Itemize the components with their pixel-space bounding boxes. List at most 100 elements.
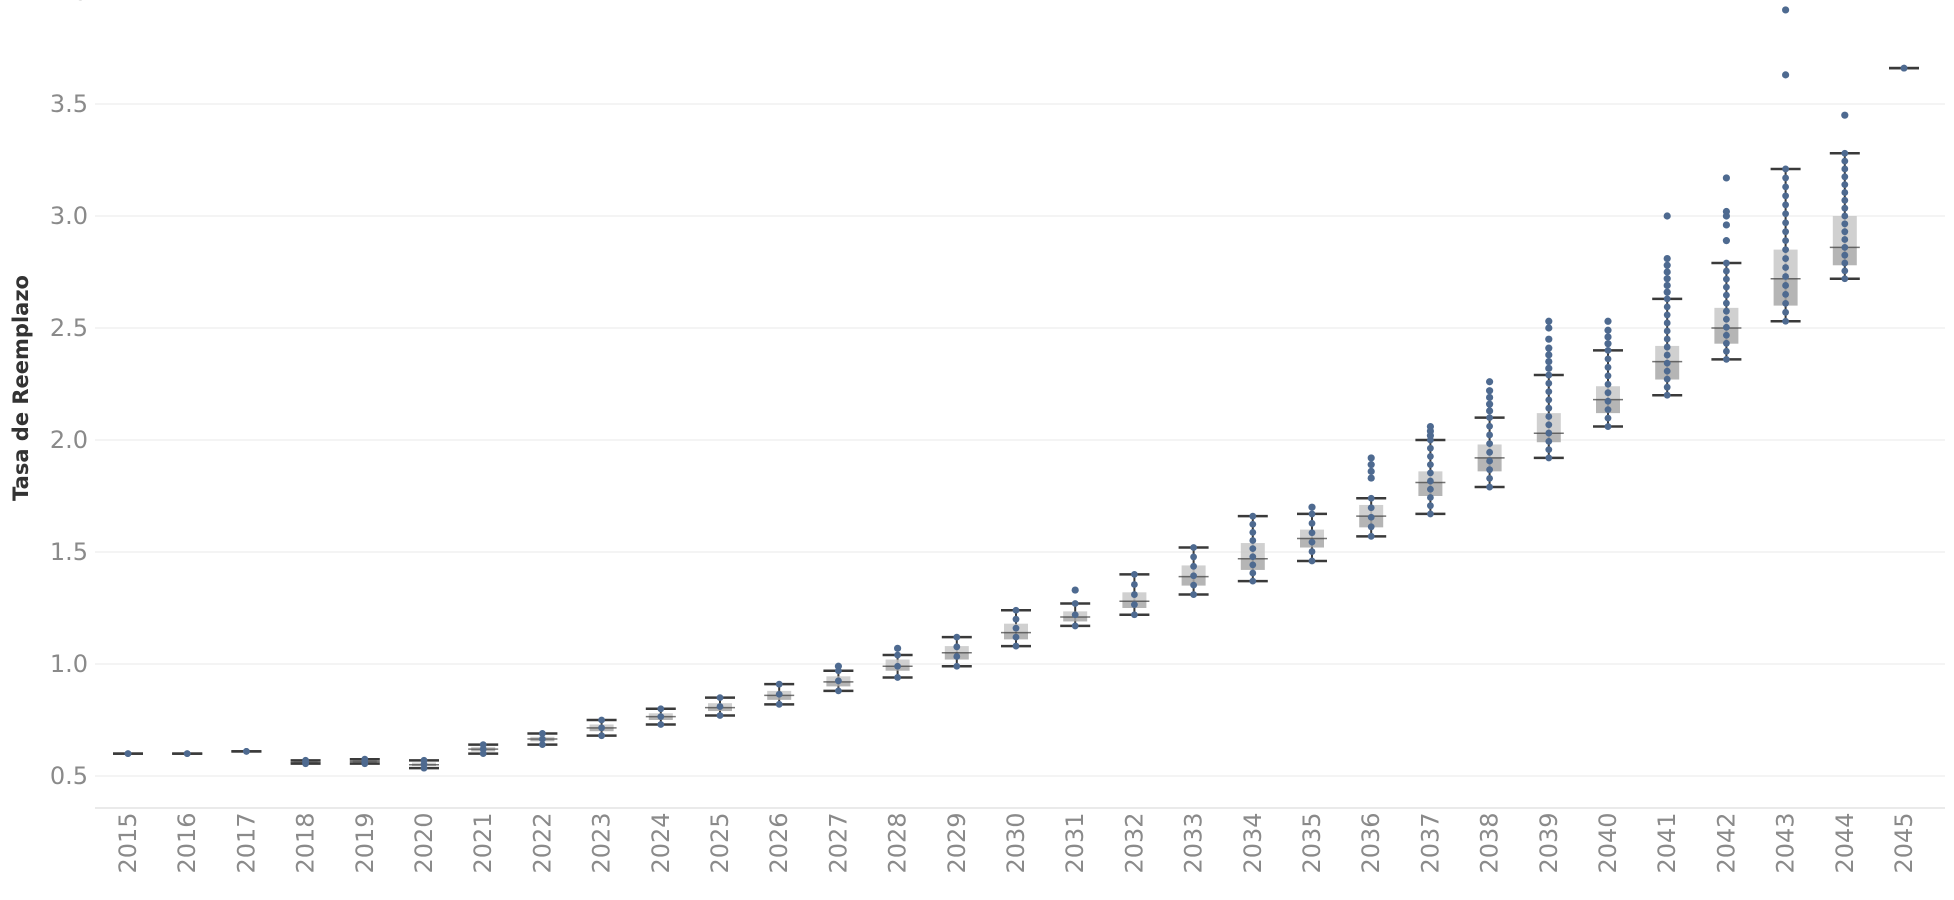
data-point <box>1190 562 1197 570</box>
outlier-point <box>1722 237 1730 245</box>
data-point <box>1841 173 1849 181</box>
data-point <box>1604 372 1612 380</box>
data-point <box>124 750 132 757</box>
data-point <box>1782 308 1789 316</box>
x-tick-label: 2016 <box>173 812 201 873</box>
x-tick-label: 2044 <box>1831 812 1859 873</box>
outlier-point <box>1367 474 1375 482</box>
outlier-point <box>1545 324 1553 332</box>
data-point <box>1308 519 1316 527</box>
outlier-point <box>1722 174 1730 182</box>
data-point <box>183 750 191 757</box>
data-point <box>1782 165 1789 173</box>
data-point <box>1486 431 1493 439</box>
outlier-point <box>1545 344 1553 352</box>
data-point <box>1308 529 1316 537</box>
y-axis-title: Tasa de Reemplazo <box>9 275 33 501</box>
outlier-point <box>1782 6 1790 14</box>
data-point <box>598 732 605 740</box>
data-point <box>302 756 309 764</box>
x-tick-label: 2017 <box>232 812 260 873</box>
data-point <box>1723 275 1730 283</box>
data-point <box>1427 485 1434 493</box>
box-2016 <box>172 750 203 757</box>
outlier-point <box>1663 212 1671 220</box>
data-point <box>1604 347 1612 354</box>
data-point <box>1486 448 1493 456</box>
data-point <box>1723 355 1730 363</box>
data-point <box>1663 375 1671 383</box>
data-point <box>1782 201 1789 209</box>
box-2033 <box>1178 544 1209 598</box>
data-point <box>1308 510 1316 518</box>
data-point <box>657 721 665 728</box>
data-point <box>1308 557 1316 565</box>
outlier-point <box>834 662 843 670</box>
data-point <box>1249 569 1257 577</box>
data-point <box>1841 251 1849 259</box>
data-point <box>1190 544 1197 551</box>
x-tick-label: 2041 <box>1653 812 1681 873</box>
x-tick-label: 2021 <box>469 812 497 873</box>
outlier-point <box>1486 378 1494 386</box>
y-tick-label: 4.0 <box>50 0 88 6</box>
data-point <box>1012 615 1020 623</box>
y-axis: 0.5 1.0 1.5 2.0 2.5 3.0 3.5 4.0 <box>50 0 88 790</box>
outlier-point <box>1308 503 1316 511</box>
x-tick-label: 2028 <box>884 812 912 873</box>
data-point <box>1841 157 1849 165</box>
data-point <box>716 712 724 719</box>
box-2018 <box>290 756 321 768</box>
box-2027 <box>823 662 854 695</box>
data-point <box>1841 236 1849 243</box>
data-point <box>1427 444 1434 452</box>
data-point <box>1604 380 1612 388</box>
box-series <box>113 6 1919 772</box>
data-point <box>1190 572 1197 580</box>
data-point <box>1545 446 1553 454</box>
box-2019 <box>349 755 380 768</box>
data-point <box>1604 389 1612 397</box>
data-point <box>598 724 605 732</box>
data-point <box>1663 359 1671 367</box>
box-2015 <box>113 750 143 757</box>
data-point <box>716 694 724 701</box>
box-2045 <box>1889 64 1919 72</box>
box-2017 <box>231 747 262 755</box>
data-point <box>539 741 546 749</box>
data-point <box>1545 454 1553 462</box>
outlier-point <box>1604 326 1612 334</box>
data-point <box>1071 611 1079 619</box>
data-point <box>1663 295 1671 303</box>
box-2034 <box>1237 512 1268 585</box>
outlier-point <box>1071 586 1079 594</box>
data-point <box>1486 474 1493 482</box>
x-tick-label: 2037 <box>1416 812 1444 873</box>
data-point <box>894 674 901 681</box>
outlier-point <box>1663 281 1671 290</box>
data-point <box>775 690 783 698</box>
outlier-point <box>1426 422 1434 431</box>
data-point <box>1427 469 1434 477</box>
y-tick-label: 2.0 <box>50 426 88 454</box>
x-tick-label: 2027 <box>824 812 852 873</box>
x-tick-label: 2030 <box>1002 812 1030 873</box>
data-point <box>835 687 842 695</box>
box-2037 <box>1415 422 1446 518</box>
data-point <box>1663 351 1671 359</box>
x-tick-label: 2034 <box>1239 812 1267 873</box>
data-point <box>1841 149 1849 157</box>
gridlines <box>95 103 1945 809</box>
outlier-point <box>1367 454 1375 462</box>
data-point <box>1486 466 1493 474</box>
data-point <box>775 680 783 688</box>
data-point <box>1723 339 1730 347</box>
y-tick-label: 1.0 <box>50 650 88 678</box>
data-point <box>1663 303 1671 311</box>
data-point <box>1604 406 1612 414</box>
box-2039 <box>1533 317 1564 462</box>
data-point <box>657 713 665 721</box>
data-point <box>1131 581 1138 588</box>
data-point <box>1131 591 1138 598</box>
outlier-point <box>1486 387 1494 395</box>
